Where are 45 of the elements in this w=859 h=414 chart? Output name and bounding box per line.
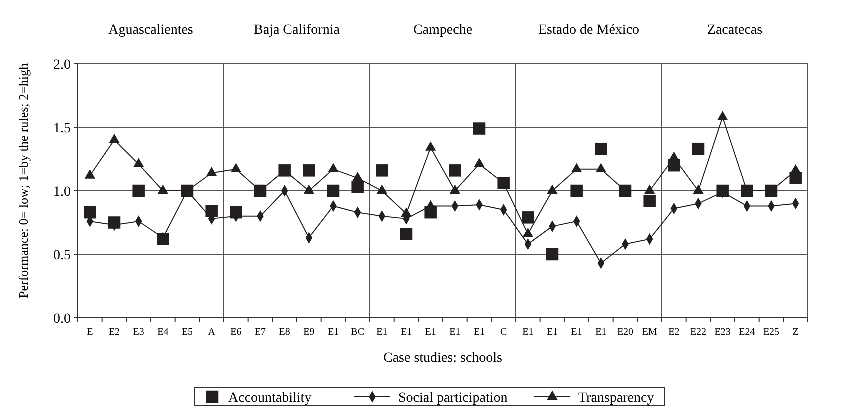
x-tick-label: E	[87, 327, 94, 338]
x-tick-label: E1	[400, 327, 412, 338]
legend-label: Accountability	[228, 390, 312, 406]
legend-label: Transparency	[578, 390, 654, 406]
x-tick-label: E25	[763, 327, 780, 338]
x-tick-label: E5	[182, 327, 194, 338]
x-tick-label: Z	[792, 327, 799, 338]
x-tick-label: A	[208, 327, 216, 338]
x-axis-title: Case studies: schools	[384, 351, 502, 366]
text: Estado de México	[538, 23, 640, 38]
x-tick-label: E8	[279, 327, 290, 338]
x-tick-label: E20	[617, 327, 634, 338]
x-tick-label: E23	[714, 327, 731, 338]
x-tick-label: E2	[108, 327, 120, 338]
y-tick-label: 2.0	[54, 58, 71, 73]
x-tick-label: E1	[596, 327, 607, 338]
x-tick-label: E1	[450, 327, 461, 338]
y-axis-title: Performance: 0= low; 1=by the rules; 2=high	[16, 63, 31, 299]
x-tick-label: E1	[376, 327, 388, 338]
y-tick-label: 0.5	[54, 248, 71, 264]
text: Baja California	[254, 23, 341, 38]
x-tick-label: E7	[254, 327, 266, 338]
x-tick-label: E24	[739, 327, 756, 338]
x-tick-label: C	[500, 327, 508, 338]
x-tick-label: E1	[546, 327, 558, 338]
x-tick-label: E1	[328, 327, 340, 338]
x-tick-label: E3	[133, 327, 144, 338]
x-tick-label: E9	[304, 327, 315, 338]
text: Campeche	[413, 23, 473, 38]
x-tick-label: E1	[522, 327, 534, 338]
text: Aguascalientes	[108, 23, 194, 38]
x-tick-label: E2	[668, 327, 680, 338]
y-tick-label: 1.0	[54, 184, 71, 200]
x-tick-label: BC	[351, 327, 365, 338]
y-tick-label: 0.0	[54, 312, 71, 327]
x-tick-label: E1	[571, 327, 582, 338]
y-tick-label: 1.5	[54, 121, 71, 136]
x-tick-label: E22	[690, 327, 707, 338]
x-tick-label: E1	[474, 327, 486, 338]
x-tick-label: E1	[425, 327, 436, 338]
x-tick-label: E4	[158, 327, 169, 338]
text: Zacatecas	[707, 23, 763, 38]
x-tick-label: E6	[230, 327, 242, 338]
legend-label: Social participation	[398, 390, 508, 406]
x-tick-label: EM	[642, 327, 658, 338]
